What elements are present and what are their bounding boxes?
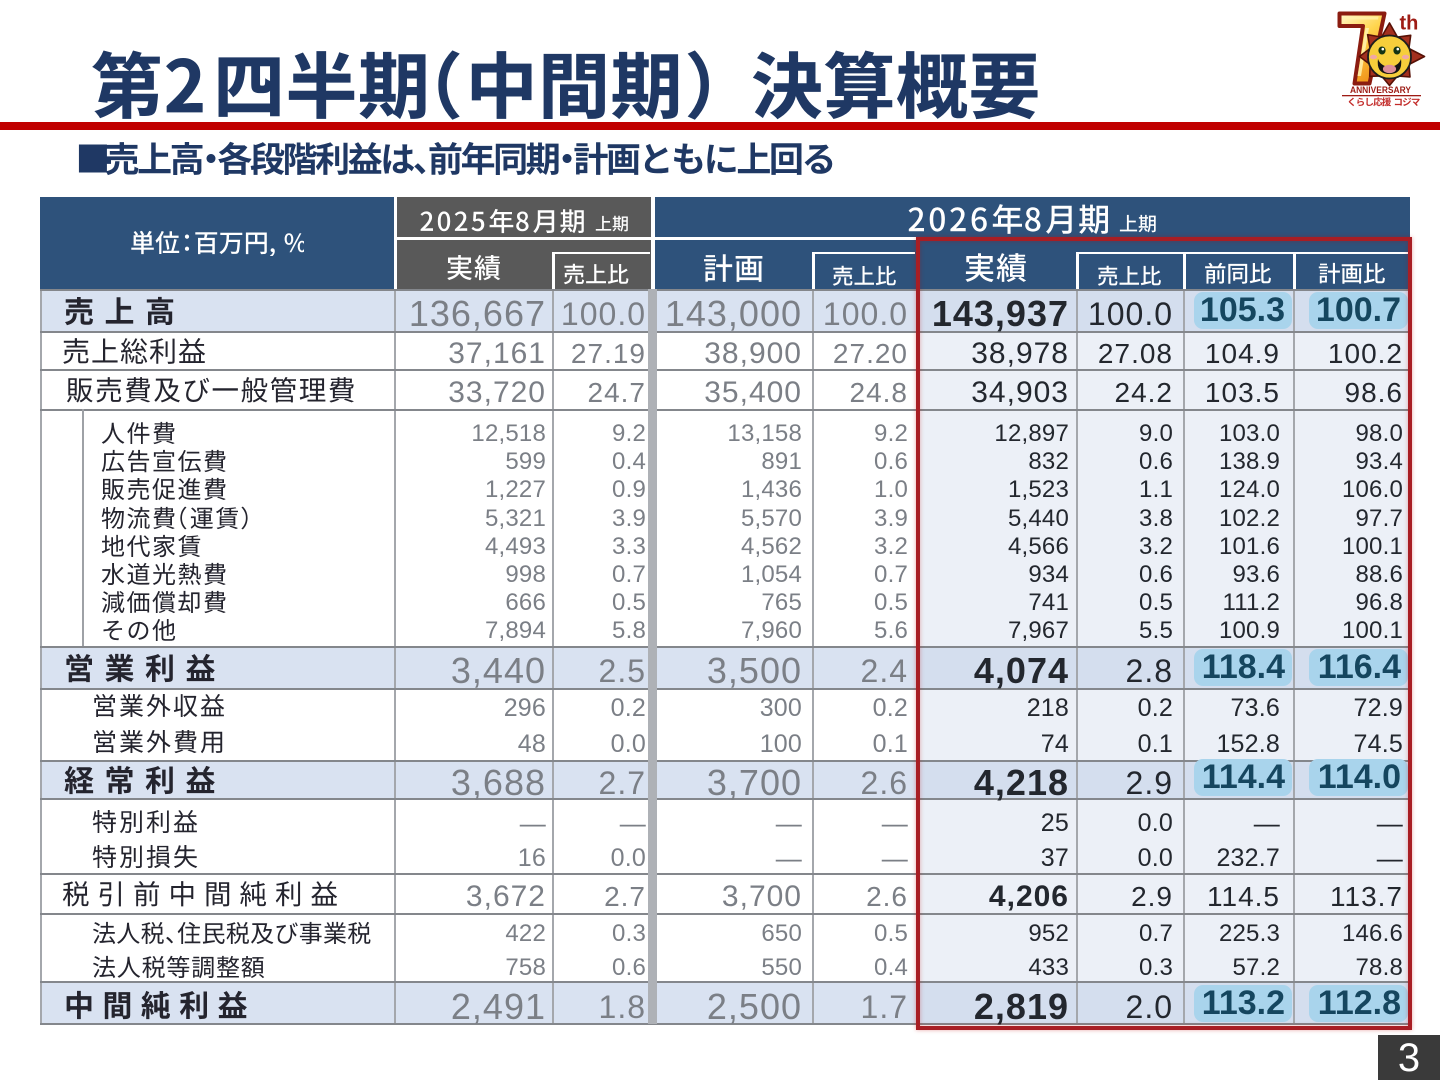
svg-text:ANNIVERSARY: ANNIVERSARY <box>1350 85 1411 95</box>
svg-text:th: th <box>1400 13 1419 35</box>
